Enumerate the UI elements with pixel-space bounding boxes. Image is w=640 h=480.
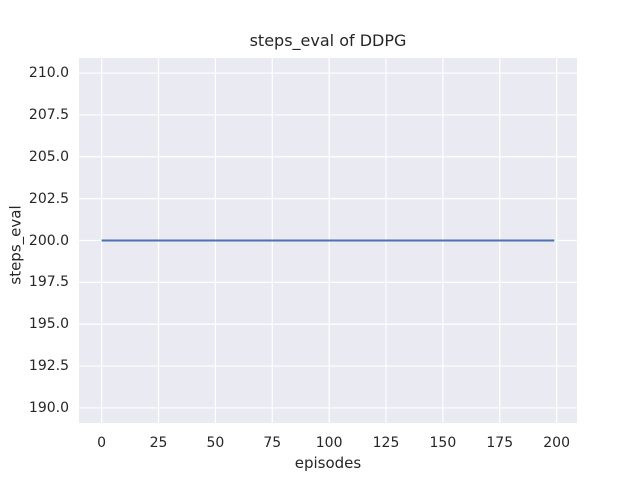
y-tick-label: 197.5 <box>28 274 69 291</box>
chart-canvas <box>79 58 577 423</box>
plot-area <box>79 58 577 423</box>
chart-title: steps_eval of DDPG <box>249 31 407 50</box>
x-tick-label: 175 <box>486 435 514 451</box>
x-tick-label: 50 <box>206 435 225 451</box>
y-tick-label: 205.0 <box>28 148 69 165</box>
y-tick-label: 210.0 <box>28 65 69 82</box>
y-tick-label: 190.0 <box>28 399 69 416</box>
x-tick-label: 75 <box>263 435 282 451</box>
y-tick-label: 207.5 <box>28 106 69 123</box>
y-tick-label: 192.5 <box>28 358 69 375</box>
x-tick-label: 125 <box>372 435 400 451</box>
x-tick-label: 150 <box>429 435 457 451</box>
x-axis-label: episodes <box>294 454 362 472</box>
y-tick-label: 200.0 <box>28 232 69 249</box>
x-tick-label: 25 <box>149 435 168 451</box>
y-tick-label: 202.5 <box>28 190 69 207</box>
x-tick-label: 0 <box>97 435 107 451</box>
x-tick-label: 100 <box>315 435 343 451</box>
x-tick-label: 200 <box>543 435 570 451</box>
y-tick-label: 195.0 <box>28 316 69 333</box>
